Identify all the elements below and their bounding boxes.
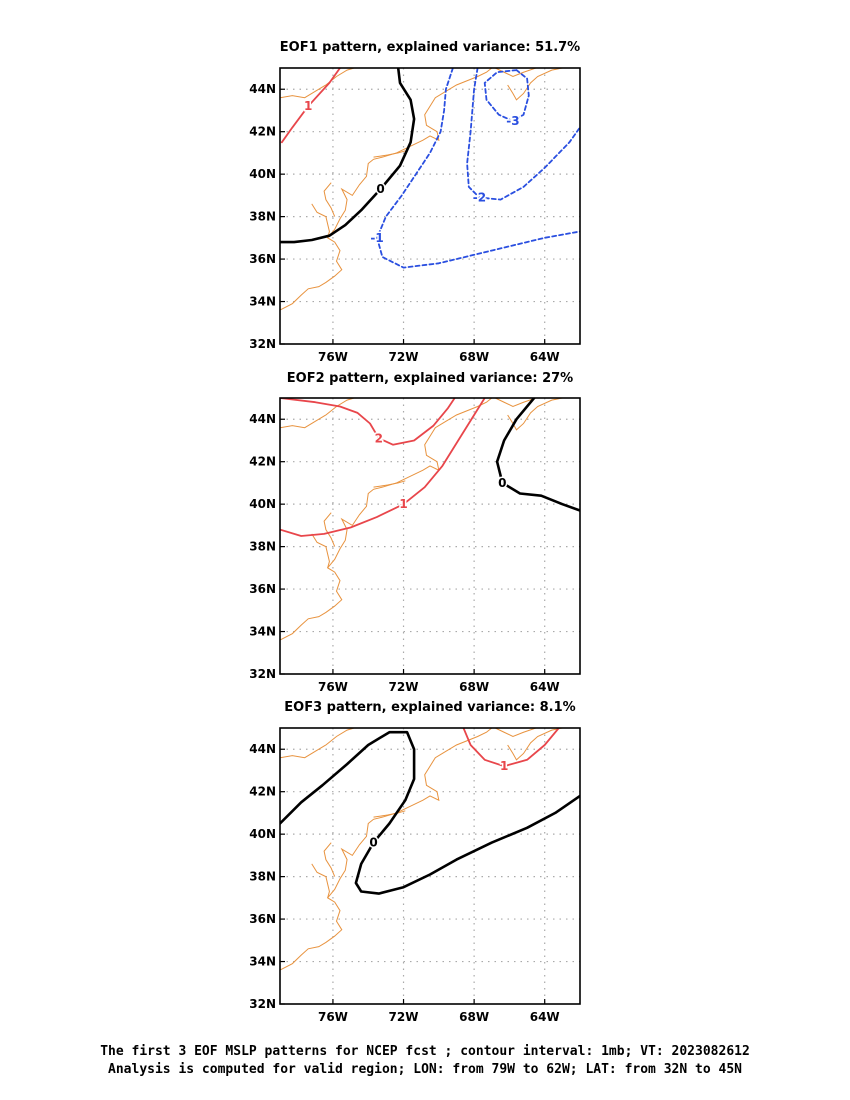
contour-line [280,398,456,446]
coastline [280,68,493,311]
contour-line [483,69,530,122]
contour-line [495,398,580,512]
coastline [280,744,327,759]
contour-label: 0 [369,836,377,850]
panel-frame [279,397,581,675]
coastline [280,84,327,99]
caption-line-2: Analysis is computed for valid region; L… [108,1062,742,1077]
x-tick-label: 76W [318,680,348,694]
coastline [495,68,537,78]
y-tick-label: 44N [249,742,276,756]
y-tick-label: 32N [249,667,276,681]
panel-frame [279,727,581,1005]
x-tick-label: 76W [318,350,348,364]
x-tick-label: 64W [530,1010,560,1024]
contour-label: 1 [399,497,407,511]
contour-line [280,68,341,144]
y-tick-label: 40N [249,167,276,181]
contour-line [280,398,486,537]
coastline [373,810,406,818]
coastline [507,398,563,431]
coastline [495,398,537,408]
coastline [325,398,355,416]
eof1-panel: EOF1 pattern, explained variance: 51.7% 1… [249,40,581,364]
y-tick-label: 42N [249,785,276,799]
coastline [323,182,336,217]
x-tick-label: 64W [530,350,560,364]
coastline [373,150,406,158]
coastline [373,480,406,488]
y-tick-label: 42N [249,125,276,139]
y-tick-label: 38N [249,210,276,224]
y-tick-label: 44N [249,412,276,426]
contour-label: 1 [304,99,312,113]
x-tick-label: 72W [389,680,419,694]
x-tick-label: 64W [530,680,560,694]
caption-line-1: The first 3 EOF MSLP patterns for NCEP f… [100,1044,750,1059]
y-tick-label: 32N [249,337,276,351]
coastline [280,398,493,641]
contour-label: -2 [473,191,486,205]
y-tick-label: 34N [249,295,276,309]
y-tick-label: 40N [249,497,276,511]
coastline [311,863,330,898]
y-tick-label: 36N [249,912,276,926]
eof2-title: EOF2 pattern, explained variance: 27% [287,371,573,386]
contour-label: 0 [376,182,384,196]
y-tick-label: 38N [249,540,276,554]
panel-frame [279,67,581,345]
eof3-title: EOF3 pattern, explained variance: 8.1% [284,700,575,715]
eof1-title: EOF1 pattern, explained variance: 51.7% [280,40,580,55]
x-tick-label: 72W [389,350,419,364]
contour-label: 0 [498,476,506,490]
coastline [311,533,330,568]
contour-line [376,68,580,269]
y-tick-label: 36N [249,252,276,266]
x-tick-label: 68W [459,350,489,364]
x-tick-label: 68W [459,1010,489,1024]
x-tick-label: 68W [459,680,489,694]
coastline [323,842,336,877]
coastline [280,728,493,971]
contour-label: -1 [370,231,383,245]
y-tick-label: 34N [249,625,276,639]
x-tick-label: 76W [318,1010,348,1024]
y-tick-label: 44N [249,82,276,96]
y-tick-label: 34N [249,955,276,969]
y-tick-label: 42N [249,455,276,469]
contour-label: -3 [506,114,519,128]
contour-line [462,728,560,768]
coastline [323,512,336,547]
coastline [507,68,563,101]
eof2-panel: EOF2 pattern, explained variance: 27% 2 1 0… [249,371,581,694]
contour-line [280,68,416,244]
eof3-panel: EOF3 pattern, explained variance: 8.1% 1 0… [249,700,581,1024]
coastline [507,728,563,761]
contour-line [466,68,580,201]
coastline [325,728,355,746]
y-tick-label: 38N [249,870,276,884]
contour-label: 2 [375,431,383,445]
coastline [280,414,327,429]
contour-line [280,730,580,895]
coastline [311,203,330,238]
y-tick-label: 32N [249,997,276,1011]
contour-label: 1 [500,759,508,773]
x-tick-label: 72W [389,1010,419,1024]
y-tick-label: 36N [249,582,276,596]
y-tick-label: 40N [249,827,276,841]
coastline [495,728,537,738]
